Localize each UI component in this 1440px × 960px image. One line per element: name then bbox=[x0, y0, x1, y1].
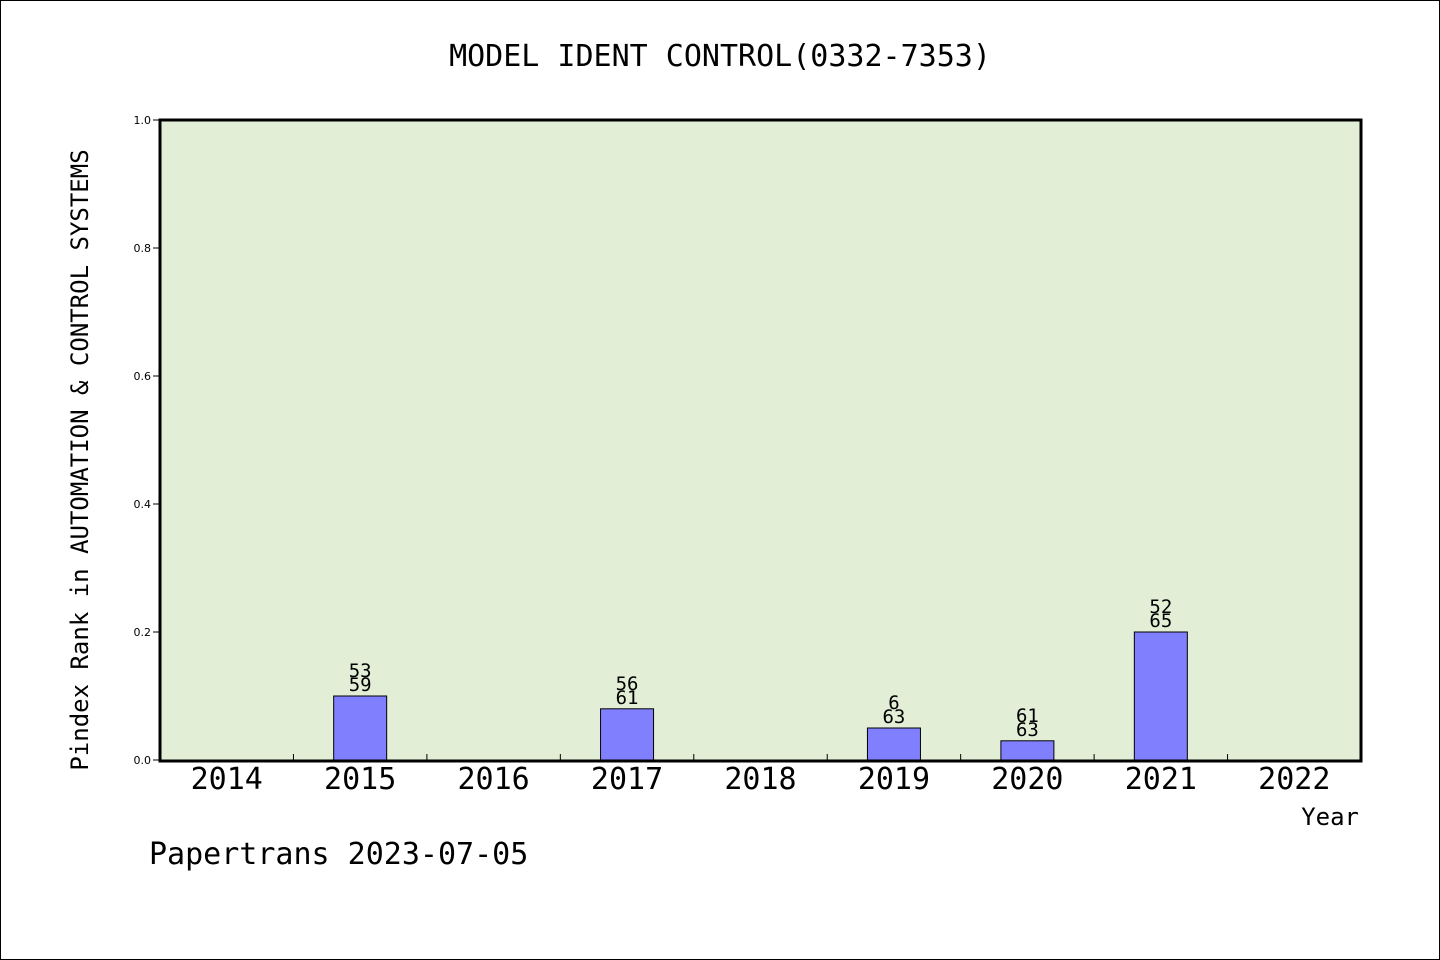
bar-2021 bbox=[1133, 631, 1188, 761]
y-tick-label-1.0: 1.0 bbox=[134, 114, 152, 127]
x-tick-label-2016: 2016 bbox=[457, 762, 529, 797]
bar-label-top-2021: 52 bbox=[1149, 596, 1172, 618]
y-axis-label: Pindex Rank in AUTOMATION & CONTROL SYST… bbox=[66, 149, 94, 770]
bar-label-top-2017: 56 bbox=[616, 673, 639, 695]
y-tick-label-0.8: 0.8 bbox=[134, 242, 152, 255]
chart-title: MODEL IDENT CONTROL(0332-7353) bbox=[449, 39, 991, 74]
y-tick-label-0.4: 0.4 bbox=[134, 498, 152, 511]
x-tick-label-2020: 2020 bbox=[991, 762, 1063, 797]
bar-label-top-2015: 53 bbox=[349, 660, 372, 682]
y-tick-label-0.2: 0.2 bbox=[134, 626, 152, 639]
footer-text: Papertrans 2023-07-05 bbox=[149, 837, 528, 872]
x-tick-label-2015: 2015 bbox=[324, 762, 396, 797]
x-tick-label-2022: 2022 bbox=[1258, 762, 1330, 797]
x-tick-label-2017: 2017 bbox=[591, 762, 663, 797]
x-tick-label-2021: 2021 bbox=[1125, 762, 1197, 797]
bar-2017 bbox=[600, 708, 655, 761]
y-tick-label-0.0: 0.0 bbox=[134, 754, 152, 767]
x-tick-label-2014: 2014 bbox=[191, 762, 263, 797]
bar-label-bottom-2017: 61 bbox=[616, 687, 639, 709]
x-axis: 2014 2015 2016 2017 2018 2019 2020 2021 2022 bbox=[191, 754, 1330, 797]
bar-label-top-2020: 61 bbox=[1016, 705, 1039, 727]
plot-border bbox=[158, 118, 1363, 763]
bar-2015 bbox=[333, 695, 388, 761]
y-tick-label-0.6: 0.6 bbox=[134, 370, 152, 383]
bar-label-bottom-2020: 63 bbox=[1016, 719, 1039, 741]
bar-label-bottom-2021: 65 bbox=[1149, 610, 1172, 632]
bar-label-bottom-2019: 63 bbox=[882, 706, 905, 728]
x-tick-label-2018: 2018 bbox=[724, 762, 796, 797]
bars-group bbox=[333, 631, 1188, 761]
bar-label-bottom-2015: 59 bbox=[349, 674, 372, 696]
x-axis-label: Year bbox=[1301, 803, 1359, 831]
bar-2020 bbox=[1000, 740, 1055, 761]
bar-2019 bbox=[866, 727, 921, 761]
bar-label-top-2019: 6 bbox=[888, 692, 899, 714]
x-tick-label-2019: 2019 bbox=[858, 762, 930, 797]
y-axis: 0.0 0.2 0.4 0.6 0.8 1.0 bbox=[134, 114, 160, 767]
